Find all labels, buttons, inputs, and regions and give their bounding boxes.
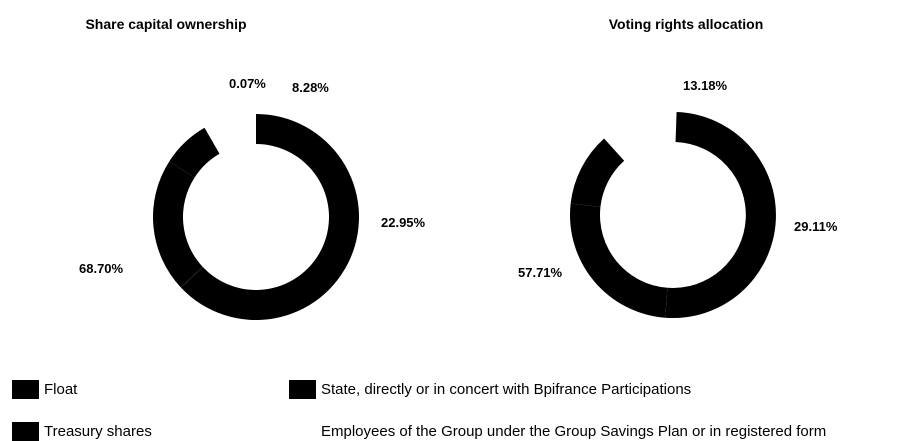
data-label-share-float: 68.70% <box>79 261 124 276</box>
chart-legend: Float State, directly or in concert with… <box>0 376 920 441</box>
data-label-share-treasury: 0.07% <box>229 76 266 91</box>
data-label-voting-employees: 13.18% <box>683 78 728 93</box>
legend-label-treasury: Treasury shares <box>44 423 152 440</box>
data-label-share-state: 22.95% <box>381 215 426 230</box>
data-label-voting-state: 29.11% <box>794 219 838 234</box>
legend-item-treasury: Treasury shares <box>12 422 152 441</box>
legend-swatch-treasury <box>12 422 39 441</box>
legend-label-employees: Employees of the Group under the Group S… <box>321 423 827 440</box>
donut-slice-share-2 <box>152 161 203 288</box>
legend-item-employees: Employees of the Group under the Group S… <box>289 422 826 441</box>
data-label-voting-float: 57.71% <box>518 265 563 280</box>
legend-item-float: Float <box>12 380 77 399</box>
donut-slice-voting-2 <box>570 138 625 207</box>
chart-title-voting-rights: Voting rights allocation <box>609 16 764 32</box>
chart-title-share-capital: Share capital ownership <box>85 16 246 32</box>
data-label-share-employees: 8.28% <box>292 80 329 95</box>
donut-slice-share-1 <box>180 266 203 288</box>
legend-label-state: State, directly or in concert with Bpifr… <box>321 381 692 398</box>
legend-swatch-employees <box>289 422 316 441</box>
donut-slice-voting-0 <box>665 112 776 318</box>
donut-slice-share-3 <box>169 127 220 178</box>
legend-item-state: State, directly or in concert with Bpifr… <box>289 380 691 399</box>
donut-voting-rights <box>569 112 776 318</box>
donut-slice-share-0 <box>181 114 359 320</box>
donut-slice-voting-1 <box>569 203 668 318</box>
donut-share-capital <box>152 114 359 320</box>
legend-label-float: Float <box>44 381 78 398</box>
legend-swatch-float <box>12 380 39 399</box>
legend-swatch-state <box>289 380 316 399</box>
